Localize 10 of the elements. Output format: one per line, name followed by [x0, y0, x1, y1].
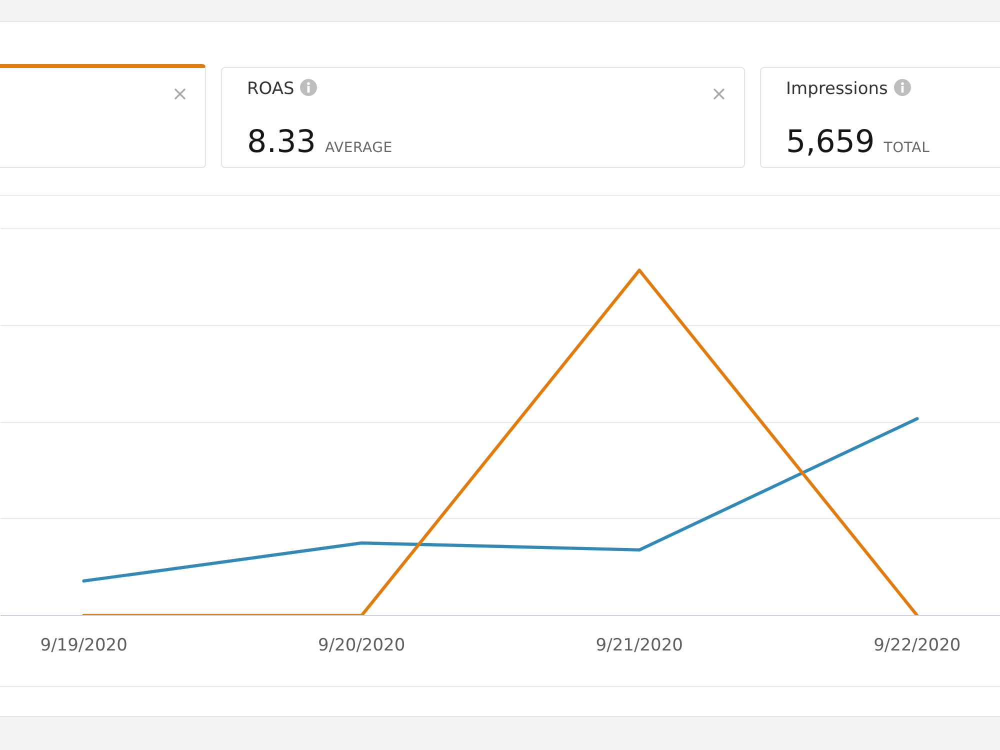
text: 8.33	[247, 124, 316, 160]
x-tick-label: 9/21/2020	[596, 636, 683, 656]
text: Impressions	[786, 79, 888, 99]
text: 5,659	[786, 124, 875, 160]
x-tick-label: 9/22/2020	[874, 636, 961, 656]
x-tick-label: 9/20/2020	[318, 636, 406, 656]
text: ROAS	[247, 79, 294, 99]
text: AVERAGE	[325, 140, 392, 156]
x-tick-label: 9/19/2020	[40, 636, 128, 656]
text: TOTAL	[884, 140, 930, 156]
